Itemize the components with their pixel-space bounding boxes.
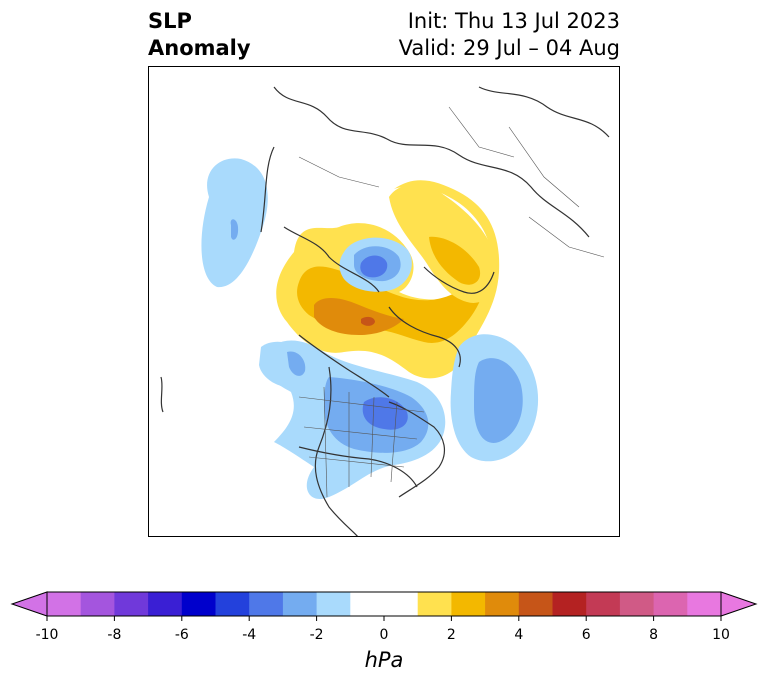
colorbar-tick-label: 4 bbox=[514, 627, 524, 643]
colorbar-swatch bbox=[114, 592, 149, 616]
colorbar-swatch bbox=[485, 592, 520, 616]
valid-range: Valid: 29 Jul – 04 Aug bbox=[398, 36, 620, 60]
colorbar-swatch bbox=[417, 592, 452, 616]
colorbar-swatch bbox=[518, 592, 553, 616]
anomaly-neg-atlantic-core bbox=[474, 358, 523, 443]
init-date: Init: Thu 13 Jul 2023 bbox=[407, 9, 620, 33]
colorbar-tick-label: 0 bbox=[379, 627, 389, 643]
anomaly-pos-peak bbox=[361, 316, 375, 326]
colorbar-swatch bbox=[215, 592, 250, 616]
colorbar-swatch bbox=[619, 592, 655, 616]
colorbar-swatch bbox=[653, 592, 688, 616]
colorbar-swatch bbox=[282, 592, 318, 616]
colorbar-swatch bbox=[451, 592, 486, 616]
colorbar-swatch bbox=[148, 592, 183, 616]
colorbar-swatch bbox=[586, 592, 621, 616]
colorbar-swatch bbox=[552, 592, 587, 616]
colorbar-swatch bbox=[316, 592, 351, 616]
colorbar-swatch bbox=[249, 592, 284, 616]
anomaly-pos-arc-core bbox=[314, 298, 404, 335]
map-title: SLP Anomaly bbox=[148, 8, 251, 62]
title-line-anomaly: Anomaly bbox=[148, 36, 251, 60]
borders bbox=[298, 106, 605, 498]
anomaly-neg-arctic-core bbox=[360, 255, 388, 278]
colorbar: -10 -8 -6 -4 -2 0 2 4 6 8 10 hPa bbox=[0, 582, 768, 682]
map-panel bbox=[148, 66, 620, 537]
colorbar-extend-high bbox=[720, 591, 758, 617]
colorbar-swatch bbox=[181, 592, 216, 616]
colorbar-tick-label: -4 bbox=[242, 627, 257, 643]
anomaly-neg-pacific-core bbox=[287, 351, 306, 376]
colorbar-swatch bbox=[384, 592, 419, 616]
title-line-slp: SLP bbox=[148, 9, 192, 33]
coastlines bbox=[160, 86, 610, 536]
colorbar-tick-label: 8 bbox=[649, 627, 659, 643]
colorbar-swatch bbox=[687, 592, 722, 616]
colorbar-tick-label: -8 bbox=[107, 627, 122, 643]
anomaly-pos-siberia-core bbox=[429, 236, 481, 285]
colorbar-tick-label: 2 bbox=[446, 627, 456, 643]
map-dates: Init: Thu 13 Jul 2023 Valid: 29 Jul – 04… bbox=[399, 8, 620, 62]
colorbar-tick-label: 10 bbox=[712, 627, 730, 643]
colorbar-unit: hPa bbox=[364, 648, 404, 672]
colorbar-tick-label: 6 bbox=[581, 627, 591, 643]
colorbar-tick-label: -6 bbox=[174, 627, 189, 643]
colorbar-swatch bbox=[80, 592, 115, 616]
anomaly-neg-alaska-core bbox=[230, 219, 239, 240]
colorbar-swatch bbox=[350, 592, 385, 616]
colorbar-swatch bbox=[47, 592, 82, 616]
colorbar-tick-label: -2 bbox=[309, 627, 324, 643]
colorbar-graphic bbox=[10, 591, 758, 621]
anomaly-map bbox=[160, 86, 610, 536]
colorbar-tick-label: -10 bbox=[35, 627, 59, 643]
colorbar-extend-low bbox=[10, 591, 48, 617]
